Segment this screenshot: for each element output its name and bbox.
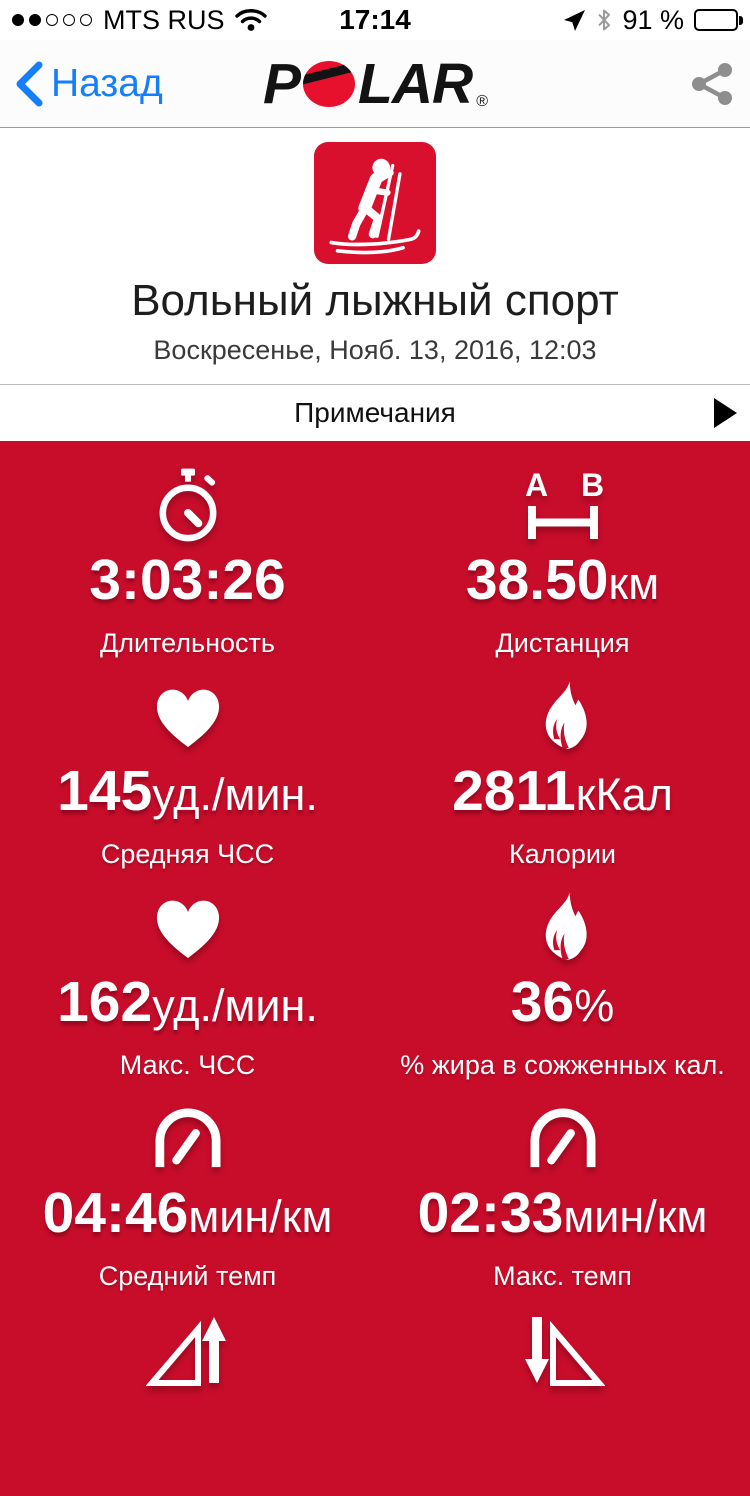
polar-flow-app: { "colors": { "red_background": "#C80D2B… [0, 0, 750, 1334]
stat-average-heart-rate: 145уд./мин. Средняя ЧСС [0, 652, 375, 869]
stat-value: 145уд./мин. [57, 759, 318, 823]
battery-icon [694, 9, 743, 31]
back-button-label: Назад [51, 61, 163, 105]
back-chevron-icon [16, 61, 43, 107]
signal-strength-icon [12, 14, 97, 26]
stat-value: 162уд./мин. [57, 970, 318, 1034]
stat-label: Длительность [100, 628, 275, 658]
share-icon [692, 62, 732, 105]
bluetooth-icon [596, 9, 612, 31]
flame-icon [375, 679, 750, 755]
notes-row[interactable]: Примечания [0, 384, 750, 441]
stat-value: 04:46мин/км [42, 1181, 333, 1245]
stat-max-heart-rate: 162уд./мин. Макс. ЧСС [0, 863, 375, 1080]
ascent-icon [0, 1312, 375, 1388]
stat-label: Дистанция [495, 628, 630, 658]
descent-icon [375, 1312, 750, 1388]
stat-distance: A B 38.50км Дистанция [375, 441, 750, 658]
location-arrow-icon [563, 9, 586, 32]
share-button[interactable] [690, 61, 734, 107]
nav-bar: Назад P LAR ® [0, 40, 750, 128]
clock-label: 17:14 [339, 4, 411, 35]
carrier-label: MTS RUS [103, 4, 225, 35]
disclosure-arrow-icon [714, 398, 737, 428]
heart-icon [0, 679, 375, 755]
status-bar-left: MTS RUS [12, 5, 267, 36]
stat-label: % жира в сожженных кал. [400, 1050, 725, 1080]
cross-country-skiing-icon [314, 142, 436, 264]
stat-fat-burn-percent: 36% % жира в сожженных кал. [375, 863, 750, 1080]
back-button[interactable]: Назад [16, 61, 163, 107]
logo-letter-p: P [263, 51, 301, 116]
stat-value: 02:33мин/км [417, 1181, 708, 1245]
stat-value: 36% [510, 970, 615, 1034]
status-bar-right: 91 % [563, 4, 743, 36]
stat-value: 38.50км [465, 548, 660, 612]
stat-value: 2811кКал [452, 759, 673, 823]
wifi-icon [234, 8, 267, 32]
workout-title: Вольный лыжный спорт [131, 276, 619, 325]
stat-label: Средняя ЧСС [100, 839, 275, 869]
svg-text:A: A [525, 469, 548, 503]
gauge-icon [0, 1101, 375, 1177]
workout-datetime: Воскресенье, Нояб. 13, 2016, 12:03 [153, 335, 597, 365]
status-bar: MTS RUS 17:14 91 % [0, 0, 750, 40]
gauge-icon [375, 1101, 750, 1177]
stat-max-pace: 02:33мин/км Макс. темп [375, 1074, 750, 1291]
logo-letters-lar: LAR [358, 51, 473, 116]
polar-logo: P LAR ® [0, 40, 750, 127]
logo-letter-o-icon [303, 60, 356, 107]
svg-text:B: B [581, 469, 604, 503]
flame-icon [375, 890, 750, 966]
stat-average-pace: 04:46мин/км Средний темп [0, 1074, 375, 1291]
stat-label: Макс. темп [493, 1261, 632, 1291]
stat-ascent-partial [0, 1285, 375, 1496]
stat-calories: 2811кКал Калории [375, 652, 750, 869]
stat-label: Макс. ЧСС [119, 1050, 256, 1080]
battery-percent-label: 91 % [622, 4, 684, 35]
heart-icon [0, 890, 375, 966]
stat-descent-partial [375, 1285, 750, 1496]
stat-label: Калории [509, 839, 616, 869]
stat-label: Средний темп [98, 1261, 277, 1291]
notes-label: Примечания [294, 397, 456, 428]
stopwatch-icon [0, 468, 375, 544]
stats-grid: 3:03:26 Длительность A B 38.50км Дистанц… [0, 441, 750, 1496]
stat-duration: 3:03:26 Длительность [0, 441, 375, 658]
registered-trademark: ® [476, 93, 488, 110]
stat-value: 3:03:26 [89, 548, 286, 612]
distance-a-to-b-icon: A B [375, 468, 750, 544]
sport-header: Вольный лыжный спорт Воскресенье, Нояб. … [0, 142, 750, 384]
